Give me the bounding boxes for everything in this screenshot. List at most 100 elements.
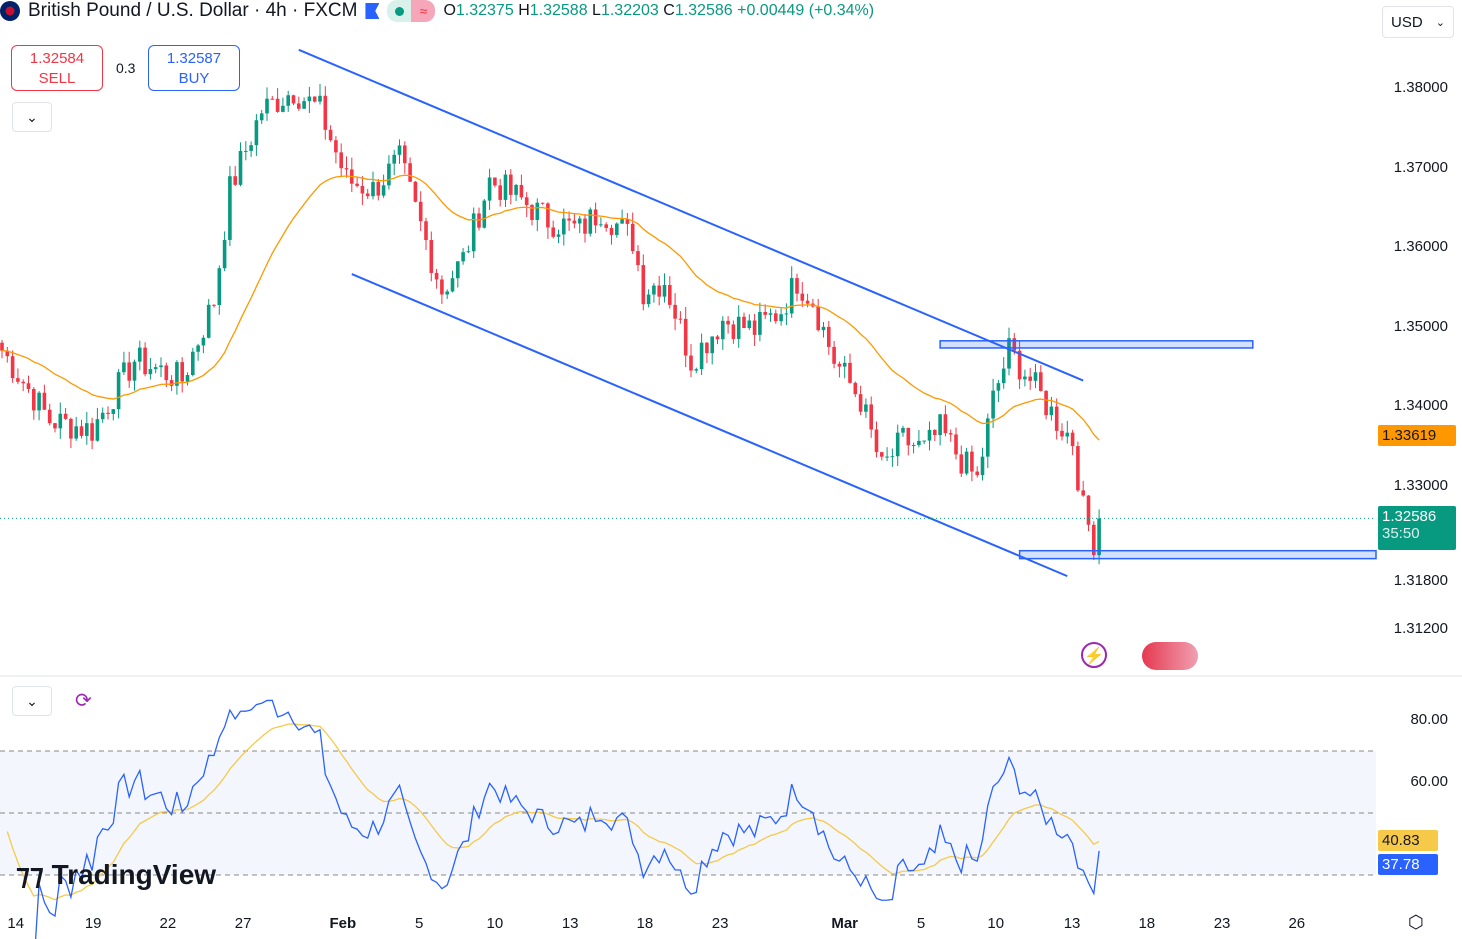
candle [297, 103, 301, 109]
price-axis-label: 1.37000 [1393, 158, 1448, 176]
candle [922, 440, 926, 442]
candle [275, 98, 280, 112]
lightning-event-icon[interactable]: ⚡ [1081, 642, 1107, 668]
candle [668, 284, 672, 305]
candle [615, 223, 619, 235]
rsi-ma-tag: 40.83 [1378, 830, 1438, 852]
candle [1086, 495, 1091, 525]
candle [652, 285, 656, 295]
candle [864, 404, 868, 412]
candle [456, 261, 460, 279]
candle [196, 345, 200, 352]
candle [530, 205, 534, 220]
candle [312, 96, 317, 102]
candle [387, 163, 391, 186]
time-axis-label: 10 [987, 915, 1005, 932]
candle [694, 369, 699, 371]
candle [111, 409, 116, 414]
ma-price-tag: 1.33619 [1378, 425, 1456, 447]
candle [588, 209, 593, 234]
time-axis-label: 13 [1063, 915, 1081, 932]
settings-icon[interactable]: ⬡ [1408, 912, 1424, 932]
candle [874, 429, 879, 453]
candle [933, 429, 937, 436]
candle [1054, 406, 1059, 431]
candle [736, 316, 741, 339]
candle [747, 320, 752, 329]
candle [917, 440, 921, 446]
candle [906, 427, 911, 446]
refresh-icon[interactable]: ⟳ [75, 690, 92, 712]
time-axis-label: 13 [561, 915, 579, 932]
candle [970, 451, 974, 472]
candle [885, 456, 889, 458]
candle [344, 168, 349, 170]
candle [159, 365, 163, 368]
candle [524, 197, 529, 206]
candle [641, 265, 646, 305]
candle [1007, 338, 1011, 369]
candle [1092, 524, 1096, 556]
candle [429, 240, 434, 273]
candle [307, 96, 312, 102]
price-axis-label: 1.31200 [1393, 619, 1448, 637]
rsi-collapse-button[interactable]: ⌄ [12, 686, 52, 716]
time-axis-label: 18 [636, 915, 654, 932]
buy-label: BUY [178, 70, 210, 87]
candle [789, 278, 794, 314]
price-axis-label: 1.35000 [1393, 317, 1448, 335]
candle [413, 181, 418, 202]
candle [509, 174, 513, 195]
price-axis-label: 1.36000 [1393, 238, 1448, 255]
candle [434, 272, 439, 280]
candle [132, 361, 137, 381]
candle [0, 342, 4, 351]
candle [259, 113, 264, 121]
candle [1044, 390, 1048, 416]
market-status-icon[interactable]: ≈ [387, 0, 436, 22]
candle [599, 224, 603, 226]
sell-button[interactable]: 1.32584 SELL [11, 45, 103, 91]
currency-select[interactable]: USD ⌄ [1382, 6, 1454, 38]
candle [63, 413, 68, 419]
candle [392, 154, 396, 164]
candle [673, 304, 677, 319]
buy-button[interactable]: 1.32587 BUY [148, 45, 240, 91]
candle [466, 251, 471, 253]
candle [726, 320, 730, 325]
flag-marker-icon[interactable] [365, 3, 380, 19]
candle [869, 404, 873, 430]
candle [487, 177, 492, 201]
candle [238, 151, 243, 185]
candle [106, 412, 110, 414]
time-axis-label: 14 [7, 915, 25, 932]
candle [715, 336, 720, 340]
symbol-title[interactable]: British Pound / U.S. Dollar · 4h · FXCM [28, 0, 358, 21]
candle [546, 203, 550, 228]
candle [249, 145, 253, 151]
candle [816, 306, 820, 331]
candle [21, 381, 25, 384]
candle [5, 350, 10, 357]
candle [169, 380, 174, 386]
collapse-toggle-button[interactable]: ⌄ [12, 102, 52, 132]
candle [620, 219, 624, 224]
candle [678, 318, 683, 320]
candle [424, 221, 428, 241]
candle [514, 184, 518, 195]
candle [890, 456, 895, 458]
candle [1033, 372, 1038, 381]
candle [1065, 432, 1070, 437]
economic-events-icon[interactable] [1142, 642, 1198, 670]
candle [122, 362, 126, 373]
candle [440, 279, 444, 295]
candle [222, 239, 227, 269]
candle [201, 337, 206, 346]
symbol-header: British Pound / U.S. Dollar · 4h · FXCM … [0, 0, 1462, 22]
candle [848, 362, 852, 383]
candle [795, 278, 799, 294]
moving-average-line [1, 174, 1100, 441]
candle [583, 218, 587, 234]
candle [1028, 376, 1032, 381]
